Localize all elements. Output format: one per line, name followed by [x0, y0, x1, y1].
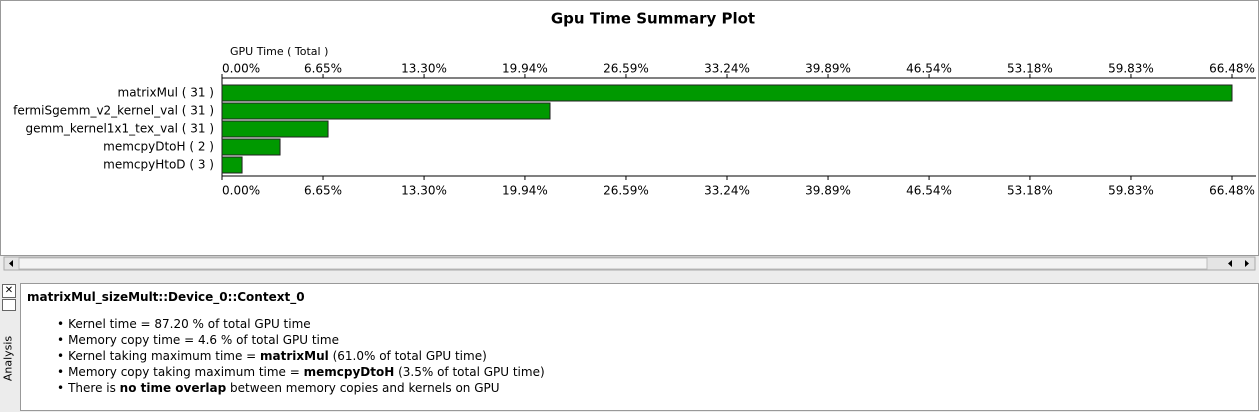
- analysis-title: matrixMul_sizeMult::Device_0::Context_0: [27, 290, 305, 304]
- x-tick-label: 59.83%: [1108, 184, 1154, 198]
- analysis-item: Kernel time = 87.20 % of total GPU time: [57, 316, 545, 332]
- x-tick-label: 13.30%: [401, 62, 447, 76]
- text: There is: [68, 381, 120, 395]
- analysis-tab[interactable]: Analysis: [1, 335, 15, 382]
- x-tick-label: 33.24%: [704, 62, 750, 76]
- chart-title: Gpu Time Summary Plot: [551, 10, 755, 28]
- x-tick-label: 53.18%: [1007, 184, 1053, 198]
- bold-text: memcpyDtoH: [303, 365, 395, 379]
- x-tick-label: 6.65%: [304, 184, 342, 198]
- scroll-thumb[interactable]: [18, 257, 1208, 270]
- x-tick-label: 13.30%: [401, 184, 447, 198]
- x-tick-label: 46.54%: [906, 184, 952, 198]
- x-tick-label: 26.59%: [603, 184, 649, 198]
- y-tick-label: memcpyHtoD ( 3 ): [103, 158, 214, 172]
- bar: [221, 120, 329, 138]
- text: Memory copy time = 4.6 % of total GPU ti…: [68, 333, 339, 347]
- x-tick-label: 33.24%: [704, 184, 750, 198]
- x-tick-label: 0.00%: [222, 184, 260, 198]
- analysis-item: Kernel taking maximum time = matrixMul (…: [57, 348, 545, 364]
- bar: [221, 84, 1233, 102]
- x-tick-label: 0.00%: [222, 62, 260, 76]
- y-tick-label: memcpyDtoH ( 2 ): [103, 140, 214, 154]
- y-tick-label: fermiSgemm_v2_kernel_val ( 31 ): [13, 104, 214, 118]
- x-tick-label: 59.83%: [1108, 62, 1154, 76]
- close-button[interactable]: ✕: [2, 284, 16, 298]
- x-tick-label: 6.65%: [304, 62, 342, 76]
- analysis-panel: matrixMul_sizeMult::Device_0::Context_0 …: [20, 283, 1259, 411]
- chart-panel: [0, 0, 1259, 256]
- analysis-item: There is no time overlap between memory …: [57, 380, 545, 396]
- x-tick-label: 66.48%: [1209, 184, 1255, 198]
- x-tick-label: 39.89%: [805, 62, 851, 76]
- bar: [221, 102, 551, 120]
- y-tick-label: matrixMul ( 31 ): [118, 86, 215, 100]
- bold-text: no time overlap: [119, 381, 227, 395]
- text: (3.5% of total GPU time): [394, 365, 545, 379]
- y-tick-label: gemm_kernel1x1_tex_val ( 31 ): [25, 122, 214, 136]
- analysis-item: Memory copy time = 4.6 % of total GPU ti…: [57, 332, 545, 348]
- x-tick-label: 26.59%: [603, 62, 649, 76]
- text: Kernel taking maximum time =: [68, 349, 261, 363]
- restore-button[interactable]: [2, 299, 16, 311]
- x-tick-label: 46.54%: [906, 62, 952, 76]
- text: Memory copy taking maximum time =: [68, 365, 304, 379]
- chart: Gpu Time Summary Plot GPU Time ( Total )…: [0, 0, 1259, 271]
- bar: [221, 156, 243, 174]
- x-tick-label: 19.94%: [502, 62, 548, 76]
- text: (61.0% of total GPU time): [328, 349, 487, 363]
- analysis-item: Memory copy taking maximum time = memcpy…: [57, 364, 545, 380]
- x-tick-label: 39.89%: [805, 184, 851, 198]
- bold-text: matrixMul: [260, 349, 329, 363]
- x-tick-label: 19.94%: [502, 184, 548, 198]
- analysis-list: Kernel time = 87.20 % of total GPU time M…: [57, 316, 545, 396]
- axis-label: GPU Time ( Total ): [230, 45, 328, 58]
- text: between memory copies and kernels on GPU: [226, 381, 500, 395]
- x-tick-label: 66.48%: [1209, 62, 1255, 76]
- text: Kernel time = 87.20 % of total GPU time: [68, 317, 311, 331]
- bar: [221, 138, 281, 156]
- x-tick-label: 53.18%: [1007, 62, 1053, 76]
